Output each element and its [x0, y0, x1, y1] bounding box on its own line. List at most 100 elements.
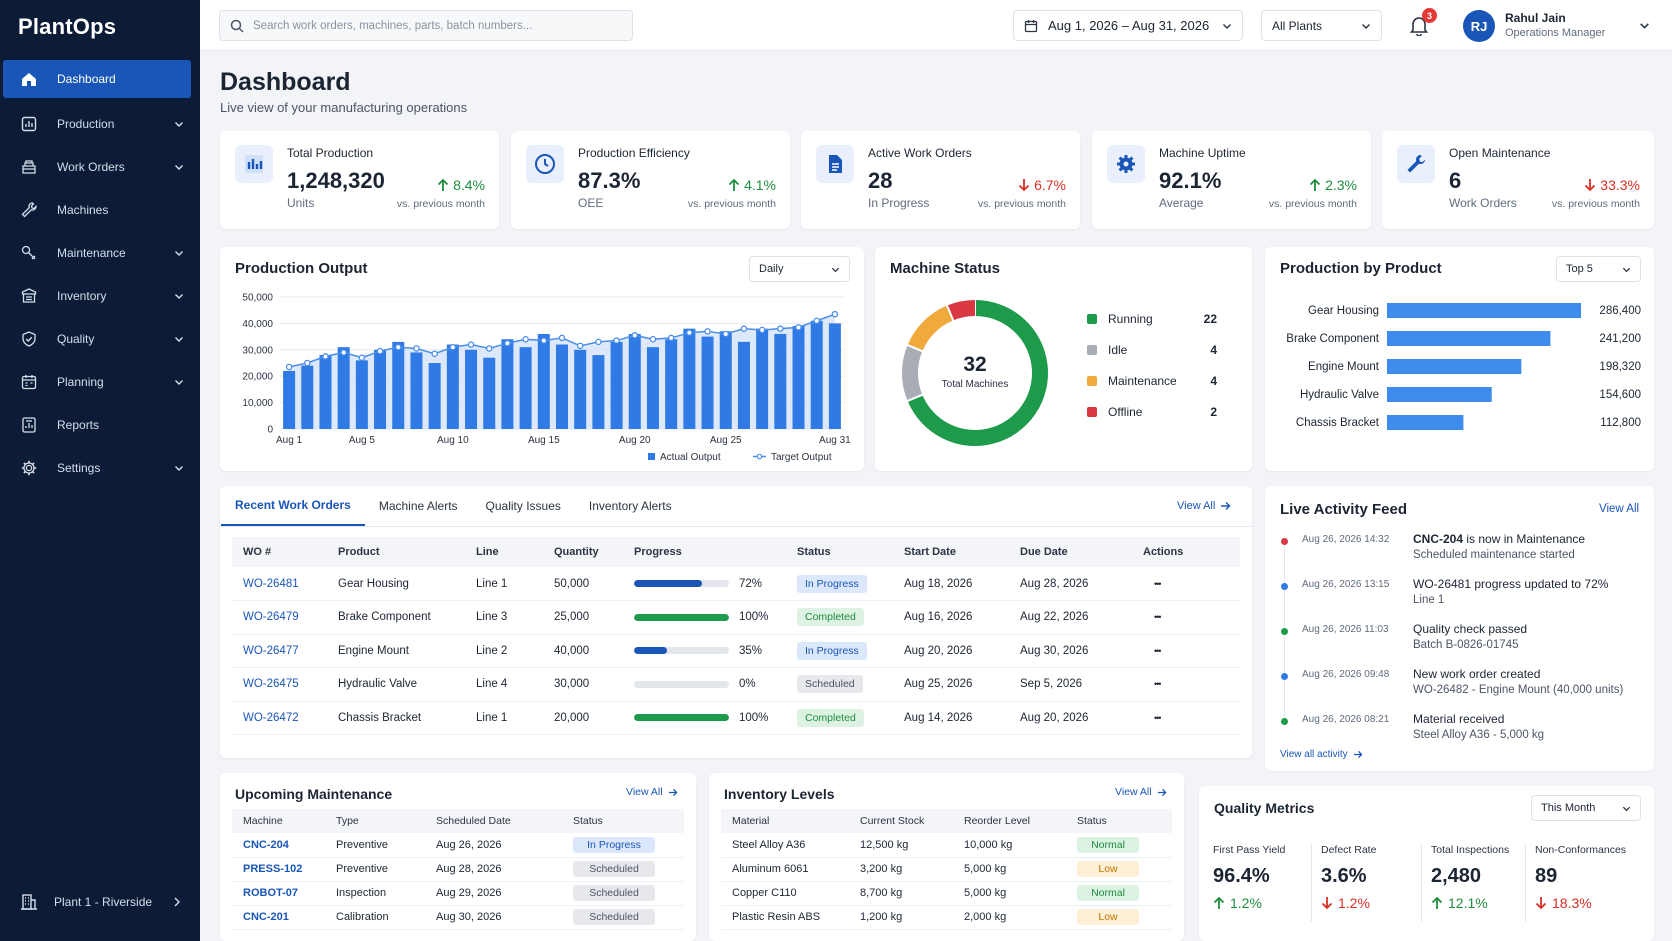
machine-cell[interactable]: PRESS-102 [232, 857, 325, 882]
actual-output-bar [537, 333, 550, 429]
table-row[interactable]: Copper C110 8,700 kg 5,000 kg Normal [721, 881, 1172, 906]
activity-item[interactable]: Aug 26, 2026 08:21 Material received Steel… [1265, 712, 1645, 752]
product-bar [1387, 415, 1464, 430]
sidebar-item-label: Planning [57, 374, 104, 389]
actual-output-bar [337, 347, 350, 429]
more-actions-button[interactable]: ••• [1154, 612, 1162, 623]
activity-item[interactable]: Aug 26, 2026 09:48 New work order created… [1265, 667, 1645, 707]
user-role: Operations Manager [1505, 27, 1606, 39]
sidebar-item-planning[interactable]: Planning [0, 360, 200, 403]
line-cell: Line 1 [465, 701, 543, 735]
sidebar-item-reports[interactable]: Reports [0, 403, 200, 446]
sidebar-item-production[interactable]: Production [0, 102, 200, 145]
activity-item[interactable]: Aug 26, 2026 13:15 WO-26481 progress upda… [1265, 577, 1645, 617]
product-value: 241,200 [1599, 333, 1641, 345]
chevron-down-icon[interactable] [1639, 20, 1650, 31]
legend-label: Offline [1108, 405, 1143, 419]
machine-cell[interactable]: ROBOT-07 [232, 881, 325, 906]
table-row[interactable]: WO-26472 Chassis Bracket Line 1 20,000 100% C… [232, 701, 1240, 735]
sidebar-item-maintenance[interactable]: Maintenance [0, 231, 200, 274]
activity-title-text: Material received [1413, 712, 1505, 726]
table-row[interactable]: WO-26479 Brake Component Line 3 25,000 100% C… [232, 600, 1240, 635]
metric-value: 96.4% [1213, 865, 1270, 887]
sidebar-item-quality[interactable]: Quality [0, 317, 200, 360]
actions-cell: ••• [1132, 600, 1240, 635]
legend-target-marker [756, 453, 763, 460]
wo-number-link[interactable]: WO-26479 [232, 600, 327, 635]
view-all-activity-link[interactable]: View all activity [1280, 749, 1363, 760]
table-row[interactable]: CNC-201 Calibration Aug 30, 2026 Scheduled [232, 905, 684, 930]
activity-subtitle: Line 1 [1413, 594, 1445, 606]
table-row[interactable]: CNC-204 Preventive Aug 26, 2026 In Progress [232, 833, 684, 858]
table-row[interactable]: PRESS-102 Preventive Aug 28, 2026 Scheduled [232, 857, 684, 882]
avatar[interactable]: RJ [1463, 10, 1495, 42]
activity-view-all[interactable]: View All [1599, 503, 1640, 515]
plant-switcher[interactable]: Plant 1 - Riverside [0, 882, 200, 922]
stock-cell: 3,200 kg [849, 857, 953, 882]
reorder-cell: 5,000 kg [953, 881, 1066, 906]
wo-number-link[interactable]: WO-26477 [232, 634, 327, 668]
activity-item[interactable]: Aug 26, 2026 11:03 Quality check passed Ba… [1265, 622, 1645, 662]
table-row[interactable]: Steel Alloy A36 12,500 kg 10,000 kg Normal [721, 833, 1172, 858]
table-row[interactable]: WO-26477 Engine Mount Line 2 40,000 35% In Pr… [232, 634, 1240, 668]
column-header: Status [786, 537, 893, 567]
tab-recent-work-orders[interactable]: Recent Work Orders [221, 486, 365, 526]
search-input[interactable] [253, 19, 623, 32]
table-row[interactable]: ROBOT-07 Inspection Aug 29, 2026 Scheduled [232, 881, 684, 906]
table-row[interactable]: WO-26481 Gear Housing Line 1 50,000 72% In Pr… [232, 567, 1240, 601]
sidebar-item-settings[interactable]: Settings [0, 446, 200, 489]
wo-number-link[interactable]: WO-26472 [232, 701, 327, 735]
more-actions-button[interactable]: ••• [1154, 712, 1162, 723]
inventory-icon [21, 287, 37, 303]
machine-cell[interactable]: CNC-201 [232, 905, 325, 930]
more-actions-button[interactable]: ••• [1154, 645, 1162, 656]
sidebar-item-machines[interactable]: Machines [0, 188, 200, 231]
work-orders-view-all[interactable]: View All [1177, 500, 1231, 512]
tab-machine-alerts[interactable]: Machine Alerts [378, 499, 458, 513]
interval-select[interactable]: Daily [749, 256, 850, 282]
sidebar-item-inventory[interactable]: Inventory [0, 274, 200, 317]
column-header: Scheduled Date [425, 809, 562, 833]
table-row[interactable]: Aluminum 6061 3,200 kg 5,000 kg Low [721, 857, 1172, 882]
upcoming-maintenance-card: Upcoming Maintenance View All Machine Typ… [220, 773, 696, 941]
tab-inventory-alerts[interactable]: Inventory Alerts [588, 499, 672, 513]
table-row[interactable]: WO-26475 Hydraulic Valve Line 4 30,000 0% Sch… [232, 667, 1240, 702]
progress-fill [634, 613, 729, 621]
metric-value: 2,480 [1431, 865, 1482, 887]
product-label: Hydraulic Valve [1300, 389, 1379, 401]
column-header: Status [1066, 809, 1172, 833]
plant-filter-select[interactable]: All Plants [1261, 10, 1382, 41]
actual-output-bar [301, 365, 314, 429]
kpi-compare: vs. previous month [1268, 198, 1357, 210]
table-row[interactable]: Plastic Resin ABS 1,200 kg 2,000 kg Low [721, 905, 1172, 930]
quality-metric-first-pass-yield: First Pass Yield 96.4% 1.2% [1213, 844, 1313, 926]
more-actions-button[interactable]: ••• [1154, 679, 1162, 690]
wo-number-link[interactable]: WO-26481 [232, 567, 327, 601]
progress-cell: 35% [623, 634, 786, 668]
x-tick-label: Aug 1 [276, 435, 303, 446]
type-cell: Preventive [325, 833, 425, 858]
wo-number-link[interactable]: WO-26475 [232, 667, 327, 702]
sidebar-item-label: Maintenance [57, 245, 126, 260]
bell-icon[interactable] [1408, 14, 1430, 36]
quality-period-select[interactable]: This Month [1531, 795, 1641, 821]
product-cell: Engine Mount [327, 634, 465, 668]
activity-title-text: WO-26481 progress updated to 72% [1413, 577, 1609, 591]
stock-cell: 12,500 kg [849, 833, 953, 858]
actions-cell: ••• [1132, 701, 1240, 735]
start-date-cell: Aug 16, 2026 [893, 600, 1009, 635]
tab-quality-issues[interactable]: Quality Issues [485, 499, 561, 513]
date-range-picker[interactable]: Aug 1, 2026 – Aug 31, 2026 [1013, 10, 1243, 41]
top-filter-select[interactable]: Top 5 [1556, 256, 1641, 282]
maintenance-view-all[interactable]: View All [626, 786, 678, 798]
activity-item[interactable]: Aug 26, 2026 14:32 CNC-204 is now in Main… [1265, 532, 1645, 572]
more-actions-button[interactable]: ••• [1154, 578, 1162, 589]
due-date-cell: Aug 22, 2026 [1009, 600, 1132, 635]
inventory-view-all[interactable]: View All [1115, 786, 1167, 798]
search-icon [230, 19, 244, 33]
search-box[interactable] [219, 10, 633, 41]
sidebar-item-work-orders[interactable]: Work Orders [0, 145, 200, 188]
activity-title: New work order created [1413, 667, 1540, 681]
sidebar-item-dashboard[interactable]: Dashboard [3, 60, 191, 98]
machine-cell[interactable]: CNC-204 [232, 833, 325, 858]
